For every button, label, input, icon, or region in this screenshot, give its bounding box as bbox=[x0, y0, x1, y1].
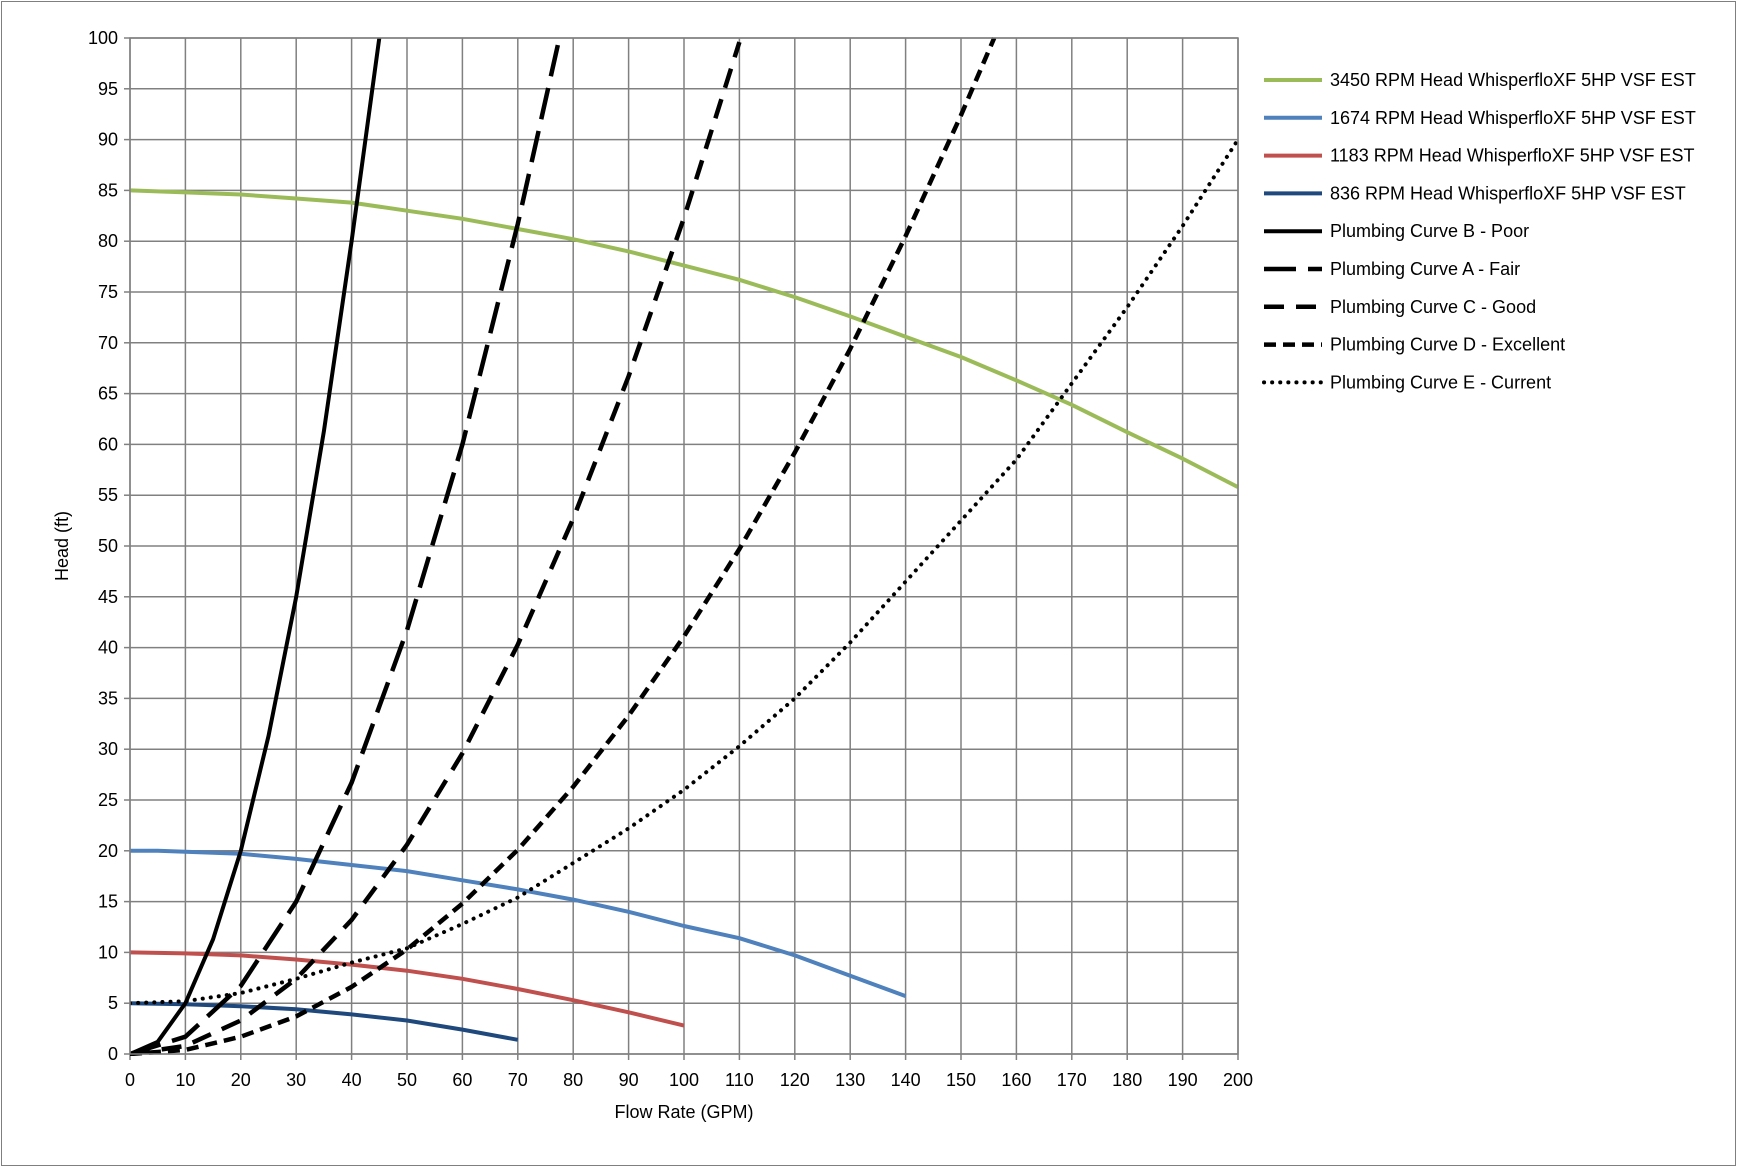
y-tick-label: 5 bbox=[108, 993, 118, 1013]
legend-label: Plumbing Curve D - Excellent bbox=[1330, 335, 1565, 355]
series-line-3450-rpm-head-whisperfloxf-5hp-vsf-est bbox=[130, 188, 1239, 489]
y-tick-label: 50 bbox=[98, 536, 118, 556]
x-tick-label: 120 bbox=[780, 1070, 810, 1090]
x-tick-label: 90 bbox=[619, 1070, 639, 1090]
series-line-1674-rpm-head-whisperfloxf-5hp-vsf-est bbox=[130, 848, 907, 998]
legend-label: 836 RPM Head WhisperfloXF 5HP VSF EST bbox=[1330, 183, 1686, 203]
tick-labels: 0 10 20 30 40 50 60 70 80 90 100 110 120 130 140 150 160… bbox=[88, 28, 1253, 1090]
x-tick-label: 170 bbox=[1057, 1070, 1087, 1090]
y-tick-label: 20 bbox=[98, 841, 118, 861]
legend-label: 1674 RPM Head WhisperfloXF 5HP VSF EST bbox=[1330, 108, 1696, 128]
x-tick-label: 50 bbox=[397, 1070, 417, 1090]
series-line-plumbing-curve-b-poor bbox=[130, 37, 382, 1056]
x-tick-label: 190 bbox=[1168, 1070, 1198, 1090]
plot-border bbox=[129, 37, 1239, 1055]
series-line-plumbing-curve-c-good bbox=[130, 41, 742, 1056]
legend-label: 3450 RPM Head WhisperfloXF 5HP VSF EST bbox=[1330, 70, 1696, 90]
y-tick-label: 60 bbox=[98, 434, 118, 454]
y-tick-label: 85 bbox=[98, 180, 118, 200]
series-line-1183-rpm-head-whisperfloxf-5hp-vsf-est bbox=[130, 950, 685, 1028]
y-tick-label: 95 bbox=[98, 79, 118, 99]
x-tick-label: 80 bbox=[563, 1070, 583, 1090]
legend: 3450 RPM Head WhisperfloXF 5HP VSF EST 16… bbox=[1262, 70, 1696, 392]
y-tick-label: 45 bbox=[98, 587, 118, 607]
y-tick-label: 75 bbox=[98, 282, 118, 302]
y-tick-label: 80 bbox=[98, 231, 118, 251]
y-tick-label: 40 bbox=[98, 638, 118, 658]
x-tick-label: 0 bbox=[125, 1070, 135, 1090]
y-tick-label: 55 bbox=[98, 485, 118, 505]
legend-label: Plumbing Curve E - Current bbox=[1330, 372, 1551, 392]
x-tick-label: 140 bbox=[891, 1070, 921, 1090]
y-tick-label: 0 bbox=[108, 1044, 118, 1064]
series-line-plumbing-curve-e-current bbox=[130, 137, 1240, 1006]
x-tick-label: 40 bbox=[342, 1070, 362, 1090]
y-tick-label: 35 bbox=[98, 688, 118, 708]
x-tick-label: 160 bbox=[1001, 1070, 1031, 1090]
legend-label: Plumbing Curve A - Fair bbox=[1330, 259, 1520, 279]
legend-label: Plumbing Curve B - Poor bbox=[1330, 221, 1529, 241]
legend-label: Plumbing Curve C - Good bbox=[1330, 297, 1536, 317]
series-line-plumbing-curve-a-fair bbox=[130, 37, 562, 1056]
y-tick-label: 90 bbox=[98, 130, 118, 150]
x-tick-label: 70 bbox=[508, 1070, 528, 1090]
series-line-plumbing-curve-d-excellent bbox=[130, 37, 997, 1056]
y-axis-title: Head (ft) bbox=[52, 511, 72, 581]
x-axis-title: Flow Rate (GPM) bbox=[614, 1102, 753, 1122]
x-tick-label: 180 bbox=[1112, 1070, 1142, 1090]
y-tick-label: 25 bbox=[98, 790, 118, 810]
x-tick-label: 10 bbox=[175, 1070, 195, 1090]
x-tick-label: 130 bbox=[835, 1070, 865, 1090]
x-tick-label: 30 bbox=[286, 1070, 306, 1090]
y-tick-label: 10 bbox=[98, 942, 118, 962]
x-tick-label: 200 bbox=[1223, 1070, 1253, 1090]
y-tick-label: 30 bbox=[98, 739, 118, 759]
x-tick-label: 60 bbox=[452, 1070, 472, 1090]
x-tick-label: 150 bbox=[946, 1070, 976, 1090]
series-lines bbox=[130, 37, 1240, 1056]
y-tick-label: 70 bbox=[98, 333, 118, 353]
x-tick-label: 20 bbox=[231, 1070, 251, 1090]
y-tick-label: 15 bbox=[98, 892, 118, 912]
y-tick-label: 100 bbox=[88, 28, 118, 48]
x-tick-label: 100 bbox=[669, 1070, 699, 1090]
legend-label: 1183 RPM Head WhisperfloXF 5HP VSF EST bbox=[1330, 146, 1694, 166]
x-tick-label: 110 bbox=[725, 1070, 754, 1090]
series-line-836-rpm-head-whisperfloxf-5hp-vsf-est bbox=[130, 1001, 519, 1042]
y-tick-label: 65 bbox=[98, 384, 118, 404]
